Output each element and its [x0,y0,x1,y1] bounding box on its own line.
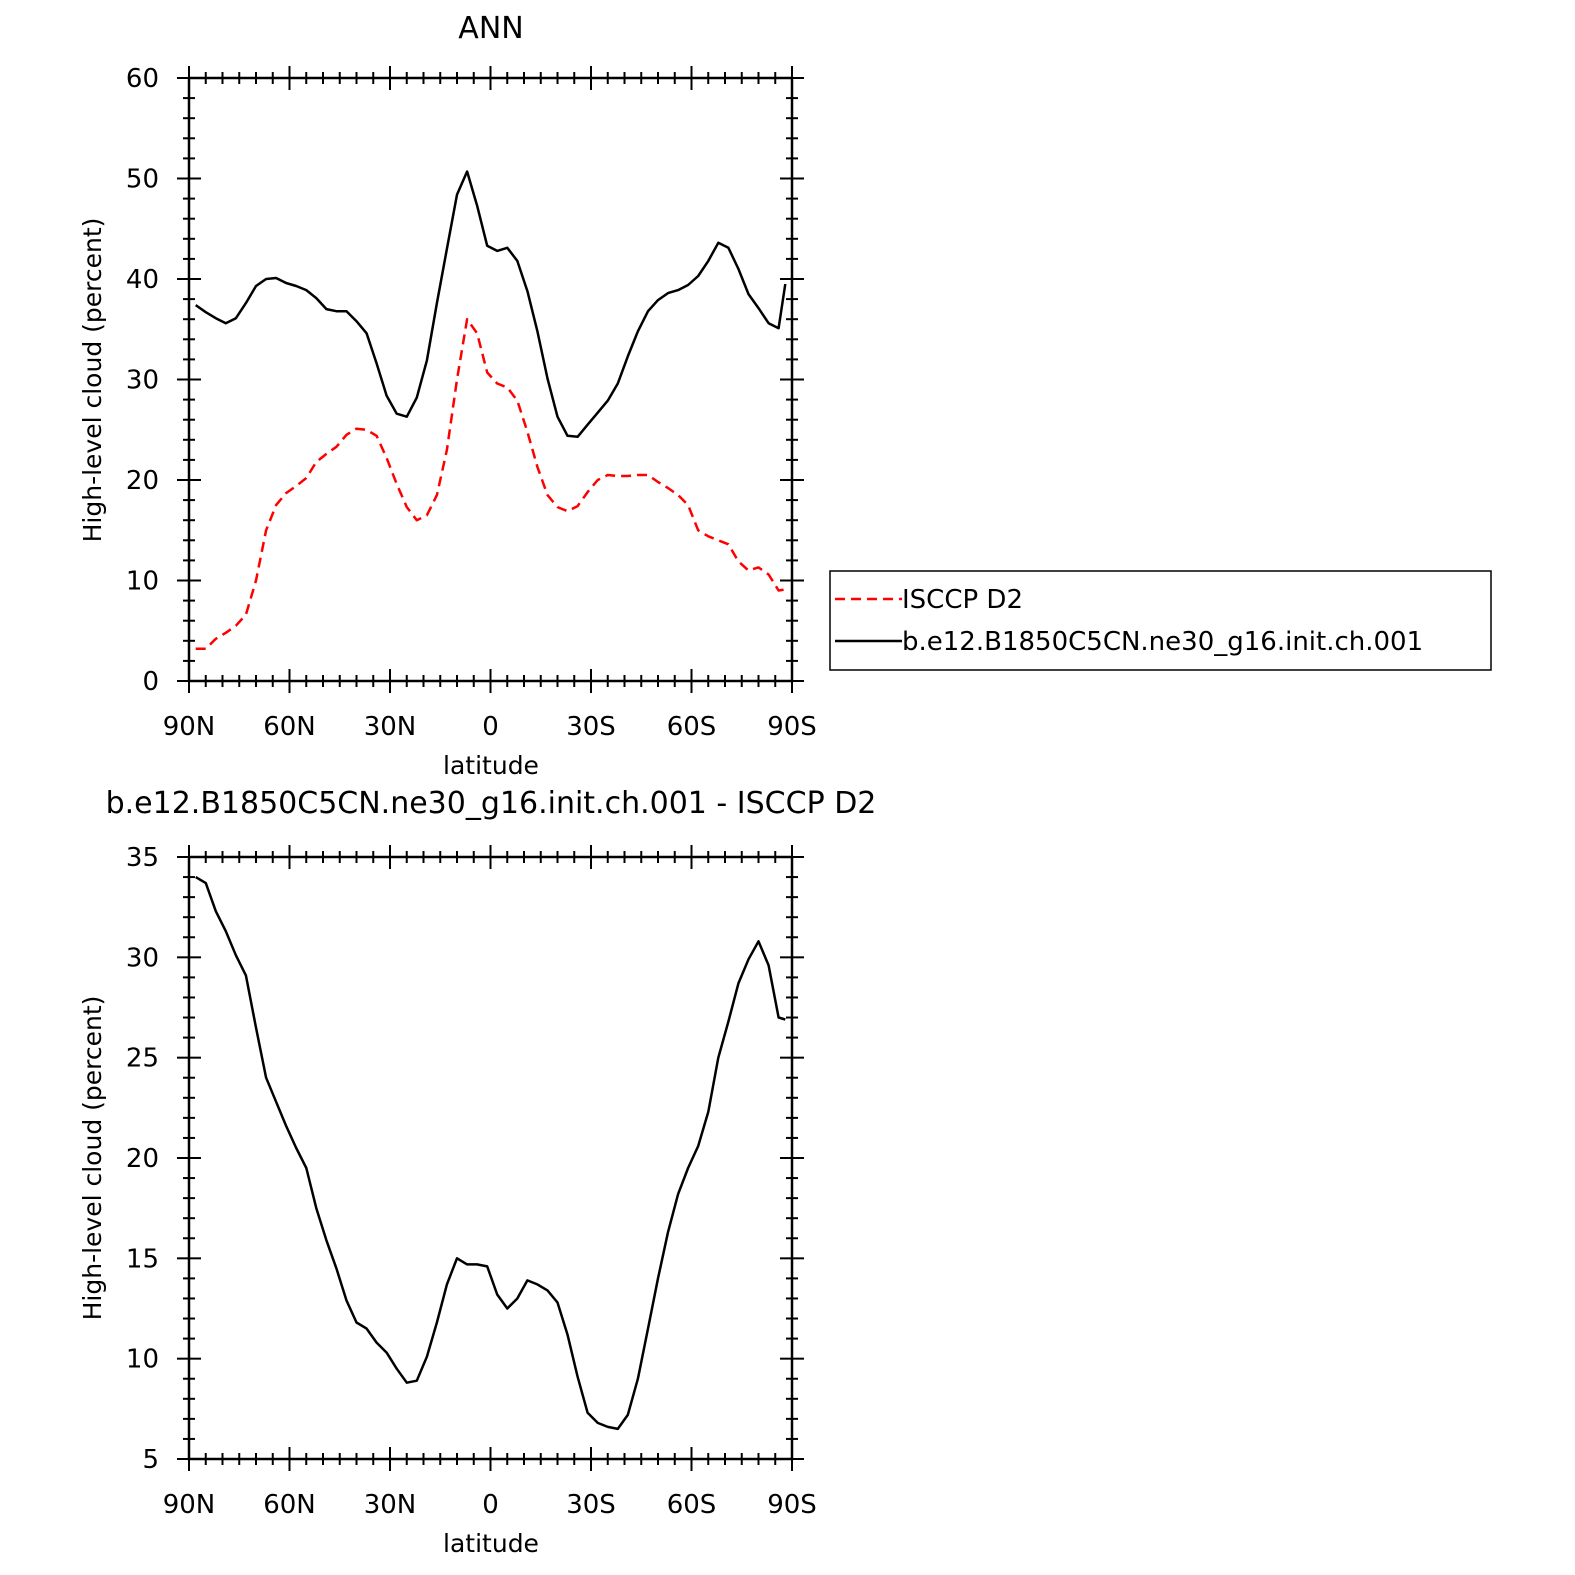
y-tick-label: 20 [126,466,159,496]
x-tick-label: 0 [482,1490,499,1520]
top-x-tick-labels: 90N 60N 30N 0 30S 60S 90S [163,712,817,742]
x-tick-label: 30N [364,712,417,742]
series-line-solid [194,170,787,439]
legend-label-model: b.e12.B1850C5CN.ne30_g16.init.ch.001 [902,627,1423,657]
y-tick-label: 50 [126,165,159,195]
top-series-lines [194,170,787,651]
x-tick-label: 30S [566,712,616,742]
top-chart: ANN 0 10 20 30 40 50 60 90N 60N 30N 0 30S 60S 90S la… [78,11,817,780]
legend-label-isccp: ISCCP D2 [902,585,1023,615]
y-tick-label: 35 [126,843,159,873]
x-tick-label: 60N [263,1490,316,1520]
legend: ISCCP D2 b.e12.B1850C5CN.ne30_g16.init.c… [829,570,1492,671]
bottom-axis-ticks [177,845,804,1471]
bottom-x-tick-labels: 90N 60N 30N 0 30S 60S 90S [163,1490,817,1520]
bottom-x-axis-label: latitude [443,1529,539,1558]
y-tick-label: 20 [126,1144,159,1174]
top-chart-title: ANN [458,11,523,46]
y-tick-label: 30 [126,366,159,396]
legend-box [829,570,1492,671]
x-tick-label: 30N [364,1490,417,1520]
y-tick-label: 10 [126,567,159,597]
x-tick-label: 0 [482,712,499,742]
x-tick-label: 60S [667,712,717,742]
y-tick-label: 30 [126,943,159,973]
bottom-series-lines [195,876,786,1431]
bottom-plot-frame [187,855,794,1461]
top-plot-frame [187,76,794,683]
top-x-axis-label: latitude [443,751,539,780]
top-y-tick-labels: 0 10 20 30 40 50 60 [126,64,159,697]
x-tick-label: 90N [163,1490,216,1520]
x-tick-label: 90S [767,712,817,742]
top-y-axis-label: High-level cloud (percent) [78,218,107,543]
y-tick-label: 0 [142,667,159,697]
x-tick-label: 60N [263,712,316,742]
y-tick-label: 5 [142,1445,159,1475]
x-tick-label: 60S [667,1490,717,1520]
x-tick-label: 90S [767,1490,817,1520]
x-tick-label: 30S [566,1490,616,1520]
bottom-y-tick-labels: 5 10 15 20 25 30 35 [126,843,159,1475]
y-tick-label: 40 [126,265,159,295]
y-tick-label: 60 [126,64,159,94]
y-tick-label: 15 [126,1244,159,1274]
bottom-chart: b.e12.B1850C5CN.ne30_g16.init.ch.001 - I… [78,786,876,1558]
bottom-chart-title: b.e12.B1850C5CN.ne30_g16.init.ch.001 - I… [106,786,877,821]
y-tick-label: 25 [126,1044,159,1074]
bottom-y-axis-label: High-level cloud (percent) [78,996,107,1321]
top-axis-ticks [177,66,804,693]
series-line-dashed [195,317,786,651]
y-tick-label: 10 [126,1345,159,1375]
x-tick-label: 90N [163,712,216,742]
series-line-solid [195,876,786,1431]
